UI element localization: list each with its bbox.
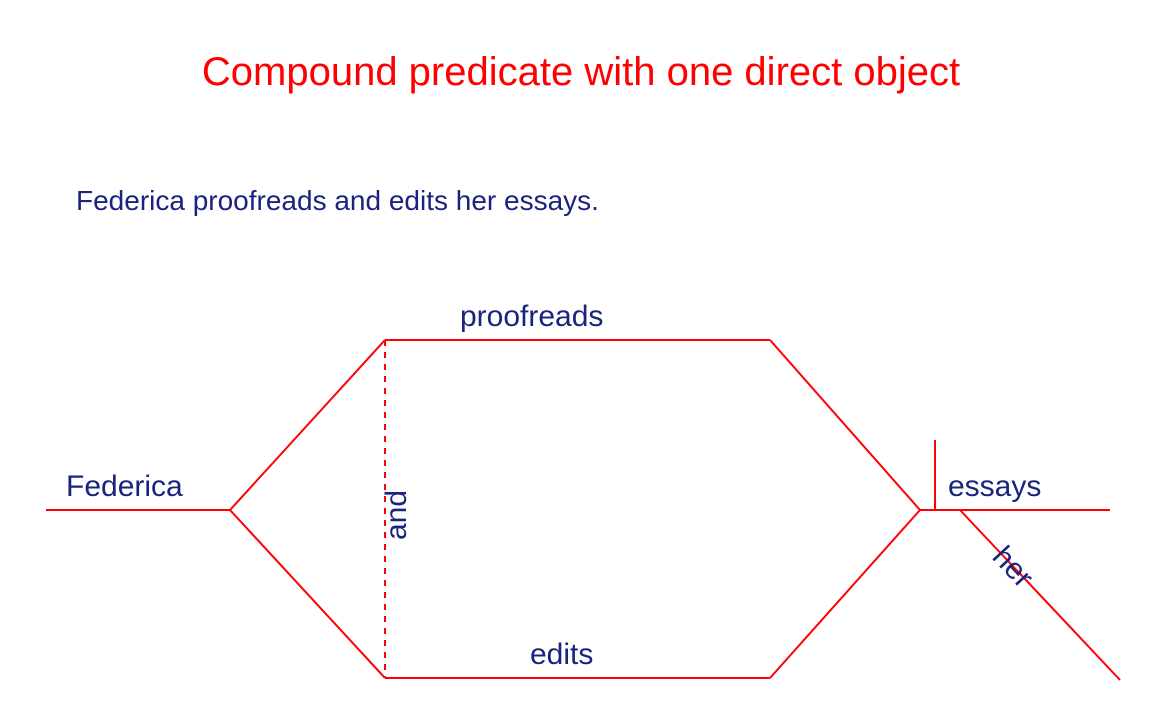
line-modifier: [960, 510, 1120, 680]
label-subject: Federica: [66, 470, 183, 504]
sentence-diagram: [0, 0, 1162, 724]
label-pred-top: proofreads: [460, 300, 603, 334]
line-join-up: [770, 340, 920, 510]
line-fork-down: [230, 510, 385, 678]
line-fork-up: [230, 340, 385, 510]
label-conj: and: [380, 490, 414, 540]
label-pred-bot: edits: [530, 638, 593, 672]
label-object: essays: [948, 470, 1041, 504]
line-join-down: [770, 510, 920, 678]
